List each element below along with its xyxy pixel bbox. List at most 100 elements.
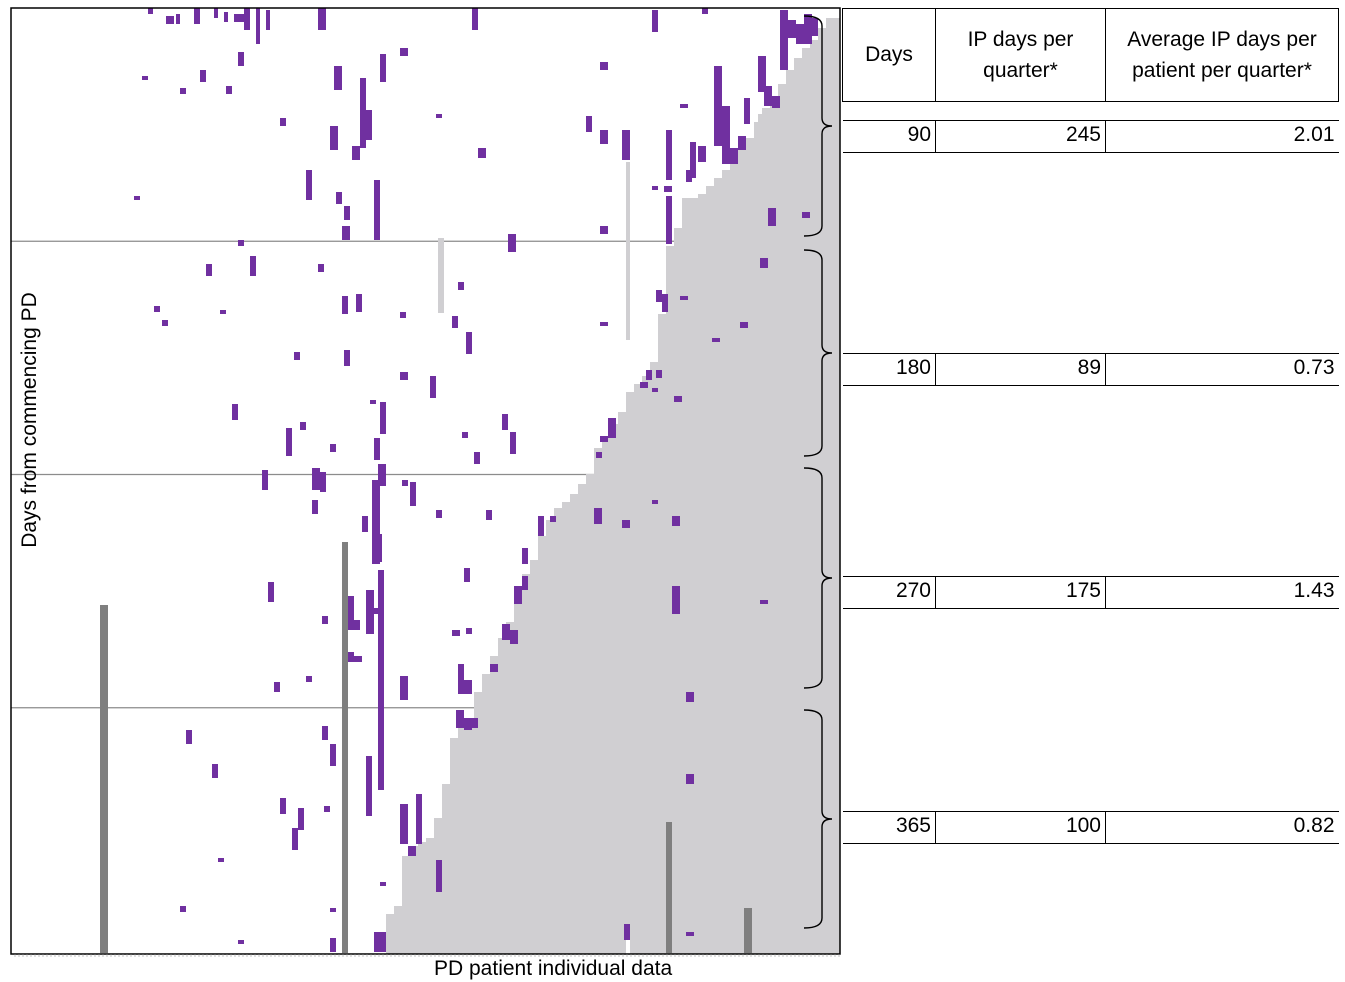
censored-cell [450,738,458,954]
inpatient-cell [510,432,516,454]
dark-bar [100,605,108,953]
inpatient-cell [180,88,186,94]
inpatient-cell [510,630,518,644]
inpatient-cell [764,86,772,106]
table-row: 180 89 0.73 [842,353,1339,386]
censored-cell [690,198,698,954]
inpatient-cell [672,516,680,526]
censored-cell [482,674,490,954]
quarter-braces [803,15,833,929]
censored-cell [802,48,810,954]
inpatient-cell [320,472,326,492]
censored-cell [490,656,498,954]
inpatient-cell [360,78,366,148]
inpatient-cell [330,938,336,952]
inpatient-cell [162,320,168,326]
censored-cell [634,384,642,954]
inpatient-cell [502,414,508,430]
censored-cell [738,146,746,954]
censored-cell [498,638,506,954]
inpatient-cell [758,56,766,92]
inpatient-cell [458,664,464,694]
inpatient-cell [200,70,206,82]
inpatient-cell [274,682,280,692]
censored-cell [758,114,762,138]
inpatient-cell [280,118,286,126]
censored-cell [546,520,554,954]
inpatient-cell [374,932,386,952]
inpatient-cell [346,596,354,630]
inpatient-cell [600,436,608,442]
censored-cell [666,246,674,954]
inpatient-cell [380,54,386,82]
dark-bars [100,542,752,953]
inpatient-cell [436,510,442,518]
inpatient-cell [342,226,350,240]
summary-table: Days IP days per quarter* Average IP day… [842,8,1339,844]
censored-cell [410,846,418,954]
inpatient-cell [224,12,228,22]
x-axis-ticks [14,954,840,957]
inpatient-cell [788,20,796,38]
inpatient-cell [722,106,730,164]
quarter-brace [803,709,833,929]
header-days: Days [842,8,936,102]
quarter-brace [803,467,833,689]
inpatient-cell [330,126,338,150]
inpatient-cell [416,794,422,844]
inpatient-cell [464,680,472,694]
censored-cell [714,178,722,954]
inpatient-cell [374,534,382,562]
y-axis-label: Days from commencing PD [18,292,41,548]
inpatient-cell [652,500,658,504]
inpatient-cell [730,148,738,164]
inpatient-cell [232,404,238,420]
inpatient-cell [622,520,630,528]
inpatient-cell [194,8,200,24]
inpatient-cell [214,8,218,18]
inpatient-cell [366,110,372,140]
quarter-brace [803,15,833,237]
inpatient-cell [698,146,706,162]
inpatient-cell [234,14,244,22]
inpatient-cell [686,774,694,784]
censored-cell [386,914,394,954]
inpatient-cell [294,352,300,360]
inpatient-cell [486,510,492,520]
censored-cell [522,574,530,954]
x-axis-label: PD patient individual data [434,957,673,980]
inpatient-cell [362,516,368,532]
inpatient-cell [166,16,174,24]
table-row: 90 245 2.01 [842,120,1339,153]
table-cell-avg-ip-days: 0.73 [1105,353,1339,386]
inpatient-cell [352,146,360,160]
inpatient-cell [330,744,336,766]
inpatient-cell [378,464,386,486]
inpatient-cell [812,18,818,36]
censored-cell [778,84,786,954]
inpatient-cell [238,240,244,246]
inpatient-cell [768,208,776,226]
inpatient-cell [374,438,380,460]
inpatient-cell [652,186,658,190]
inpatient-cell [430,376,436,398]
inpatient-cell [652,388,658,392]
inpatient-cell [226,86,232,94]
inpatient-cell [374,608,380,614]
table-spacer-row [842,101,1339,121]
inpatient-cell [318,264,324,272]
inpatient-cell [344,206,350,220]
inpatient-cell [600,226,608,234]
inpatient-cell [508,234,516,252]
censored-cell [722,170,730,954]
inpatient-cell [714,66,722,146]
censored-cell [586,474,594,954]
inpatient-cell [378,700,384,790]
inpatient-cell [402,480,408,486]
inpatient-cell [646,370,652,380]
censored-cell [658,314,666,954]
table-spacer-cell [842,385,1339,577]
inpatient-cell [802,212,810,218]
inpatient-cell [372,480,380,564]
